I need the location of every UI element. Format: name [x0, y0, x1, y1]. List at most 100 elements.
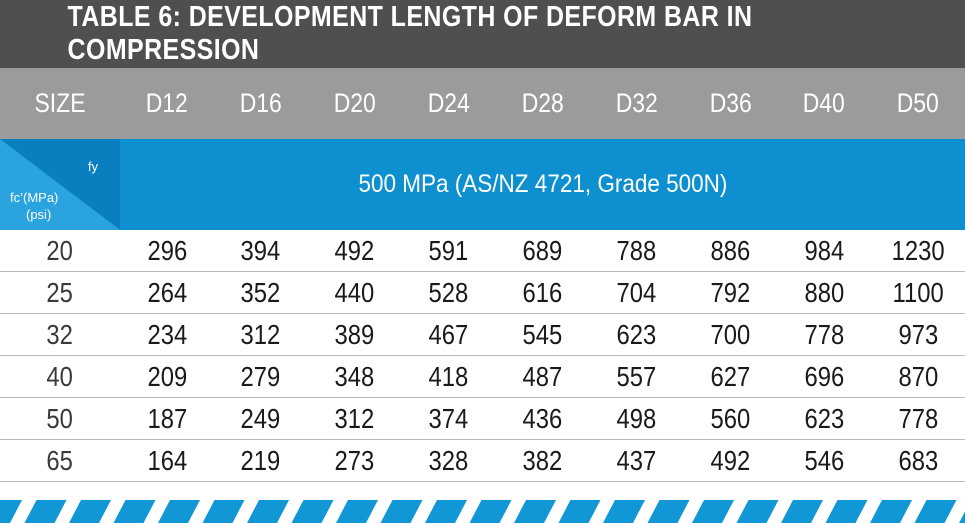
- grade-description: 500 MPa (AS/NZ 4721, Grade 500N): [358, 170, 727, 198]
- stripe-segment: [247, 500, 289, 523]
- stripe-segment: [692, 500, 734, 523]
- stripe-segment: [959, 511, 965, 523]
- length-value-cell: 627: [710, 360, 751, 392]
- table-row: 65 164 219 273 328 382 437 492 546 683: [0, 440, 965, 482]
- stripe-segment: [914, 500, 957, 523]
- fc-value-cell: 50: [46, 402, 74, 434]
- length-value-cell: 591: [428, 234, 469, 266]
- size-header-d20: D20: [333, 88, 376, 118]
- table-title: TABLE 6: DEVELOPMENT LENGTH OF DEFORM BA…: [0, 0, 965, 68]
- table-title-text: TABLE 6: DEVELOPMENT LENGTH OF DEFORM BA…: [67, 1, 753, 66]
- length-value-cell: 557: [616, 360, 657, 392]
- stripe-segment: [69, 500, 111, 523]
- length-value-cell: 788: [616, 234, 657, 266]
- stripe-segment: [291, 500, 334, 523]
- table-row: 25 264 352 440 528 616 704 792 880 1100: [0, 272, 965, 314]
- psi-label: (psi): [26, 207, 52, 222]
- stripe-segment: [603, 500, 645, 523]
- length-value-cell: 984: [804, 234, 845, 266]
- length-value-cell: 389: [334, 318, 375, 350]
- stripe-segment: [647, 500, 690, 523]
- stripe-segment: [870, 500, 912, 523]
- length-value-cell: 704: [616, 276, 657, 308]
- length-value-cell: 696: [804, 360, 845, 392]
- stripe-segment: [781, 500, 823, 523]
- table-row: 50 187 249 312 374 436 498 560 623 778: [0, 398, 965, 440]
- stripe-segment: [736, 500, 779, 523]
- length-value-cell: 492: [334, 234, 375, 266]
- length-value-cell: 623: [804, 402, 845, 434]
- length-value-cell: 683: [898, 444, 938, 476]
- length-value-cell: 487: [522, 360, 563, 392]
- size-header-d36: D36: [709, 88, 752, 118]
- length-value-cell: 778: [898, 402, 938, 434]
- length-value-cell: 352: [240, 276, 281, 308]
- length-value-cell: 374: [428, 402, 469, 434]
- size-header-d32: D32: [615, 88, 658, 118]
- length-value-cell: 616: [522, 276, 563, 308]
- length-value-cell: 436: [522, 402, 563, 434]
- fc-value-cell: 20: [46, 234, 74, 266]
- length-value-cell: 560: [710, 402, 751, 434]
- length-value-cell: 689: [522, 234, 563, 266]
- length-value-cell: 296: [147, 234, 187, 266]
- size-header-d24: D24: [427, 88, 470, 118]
- stripe-segment: [825, 500, 868, 523]
- stripe-segment: [336, 500, 378, 523]
- fy-label: fy: [87, 159, 98, 174]
- fc-value-cell: 25: [46, 276, 74, 308]
- length-value-cell: 492: [710, 444, 751, 476]
- length-value-cell: 187: [147, 402, 187, 434]
- length-value-cell: 348: [334, 360, 375, 392]
- length-value-cell: 164: [147, 444, 187, 476]
- fc-value-cell: 40: [46, 360, 74, 392]
- stripe-segment: [380, 500, 423, 523]
- length-value-cell: 880: [804, 276, 845, 308]
- length-value-cell: 498: [616, 402, 657, 434]
- length-value-cell: 249: [240, 402, 281, 434]
- stripe-segment: [425, 500, 467, 523]
- fc-value-cell: 32: [46, 318, 74, 350]
- size-header-d40: D40: [803, 88, 846, 118]
- length-value-cell: 312: [240, 318, 281, 350]
- fc-label: fc’(MPa): [10, 190, 59, 205]
- length-value-cell: 394: [240, 234, 281, 266]
- length-value-cell: 312: [334, 402, 375, 434]
- stripe-segment: [469, 500, 512, 523]
- stripe-segment: [113, 500, 156, 523]
- stripe-segment: [0, 500, 22, 523]
- size-header-d12: D12: [145, 88, 188, 118]
- length-value-cell: 418: [428, 360, 469, 392]
- length-value-cell: 973: [898, 318, 938, 350]
- grade-row: fy fc’(MPa) (psi) 500 MPa (AS/NZ 4721, G…: [0, 139, 965, 230]
- stripe-segment: [558, 500, 601, 523]
- size-header-d16: D16: [239, 88, 282, 118]
- length-value-cell: 279: [240, 360, 281, 392]
- length-value-cell: 1230: [891, 234, 945, 266]
- length-value-cell: 886: [710, 234, 751, 266]
- length-value-cell: 623: [616, 318, 657, 350]
- stripe-segment: [202, 500, 245, 523]
- stripe-segment: [24, 500, 67, 523]
- stripe-segment: [158, 500, 200, 523]
- stripe-segment: [514, 500, 556, 523]
- size-header-d50: D50: [897, 88, 940, 118]
- length-value-cell: 219: [240, 444, 281, 476]
- size-header-row: SIZE D12 D16 D20 D24 D28 D32 D36 D40 D50: [0, 68, 965, 139]
- length-value-cell: 1100: [892, 276, 944, 308]
- length-value-cell: 792: [710, 276, 751, 308]
- size-header-d28: D28: [521, 88, 564, 118]
- length-value-cell: 467: [428, 318, 469, 350]
- table-row: 40 209 279 348 418 487 557 627 696 870: [0, 356, 965, 398]
- length-value-cell: 264: [147, 276, 187, 308]
- length-value-cell: 700: [710, 318, 751, 350]
- length-value-cell: 778: [804, 318, 845, 350]
- table-row: 20 296 394 492 591 689 788 886 984 1230: [0, 230, 965, 272]
- length-value-cell: 440: [334, 276, 375, 308]
- length-value-cell: 234: [147, 318, 187, 350]
- size-header-label: SIZE: [34, 88, 86, 118]
- corner-diagonal-shading: [0, 139, 120, 230]
- length-value-cell: 870: [898, 360, 938, 392]
- decorative-stripe-bar: [0, 500, 965, 523]
- length-value-cell: 382: [522, 444, 563, 476]
